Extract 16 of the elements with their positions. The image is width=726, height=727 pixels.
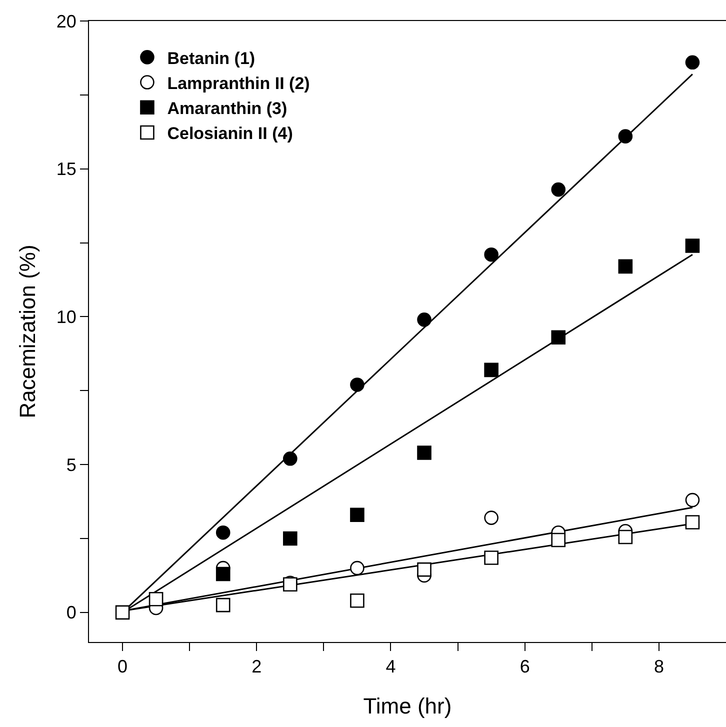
y-tick-label: 10	[56, 307, 76, 328]
x-tick-label: 4	[386, 656, 396, 677]
legend-label: Lampranthin II (2)	[167, 74, 310, 93]
y-tick-label: 0	[66, 602, 76, 623]
legend-label: Celosianin II (4)	[167, 124, 293, 144]
y-tick-label: 15	[56, 159, 76, 180]
y-tick-label: 20	[56, 11, 76, 32]
y-tick-label: 5	[66, 454, 76, 475]
x-axis-title: Time (hr)	[363, 694, 452, 718]
legend-label: Amaranthin (3)	[167, 99, 288, 118]
y-axis-title: Racemization (%)	[15, 244, 40, 418]
x-tick-label: 6	[520, 656, 530, 677]
x-tick-label: 0	[118, 656, 128, 677]
x-tick-label: 2	[252, 656, 262, 677]
x-tick-label: 8	[654, 656, 664, 677]
legend-label: Betanin (1)	[167, 48, 256, 68]
